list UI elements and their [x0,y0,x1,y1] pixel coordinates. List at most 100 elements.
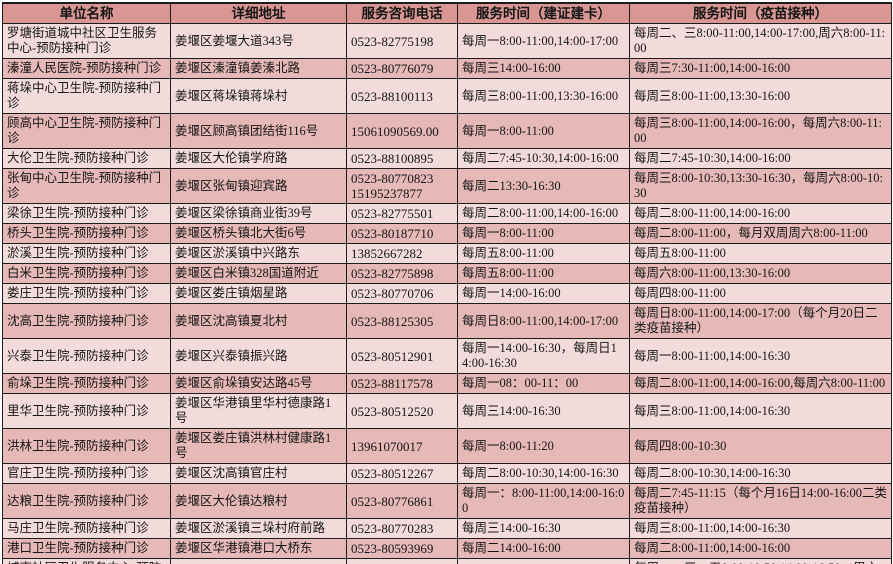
cell-address: 姜堰区华港镇港口大桥东 [170,538,347,559]
cell-phone: 0523-80512520 [346,393,458,429]
cell-time_vaccine: 每周一8:00-11:00,14:00-16:30 [629,338,892,374]
table-row: 桥头卫生院-预防接种门诊 姜堰区桥头镇北大街6号 0523-80187710 每周一8… [2,223,892,244]
cell-address: 姜堰区张甸镇迎宾路 [170,168,347,204]
table-row: 淤溪卫生院-预防接种门诊 姜堰区淤溪镇中兴路东 13852667282 每周五8:00… [2,243,892,264]
cell-phone: 0523-82775501 [346,203,458,224]
cell-address: 姜堰区长江东路60号 [170,558,347,564]
table-row: 溱潼人民医院-预防接种门诊 姜堰区溱潼镇姜溱北路 0523-80776079 每周三1… [2,58,892,79]
cell-time_vaccine: 每周二8:00-11:00,14:00-16:00 [629,203,892,224]
header-row: 单位名称 详细地址 服务咨询电话 服务时间（建证建卡） 服务时间（疫苗接种） [2,2,892,24]
cell-time_vaccine: 每周二8:00-11:00,14:00-16:00 [629,538,892,559]
cell-phone: 0523-80512267 [346,463,458,484]
cell-phone: 0523-88117578 [346,373,458,394]
table-header: 单位名称 详细地址 服务咨询电话 服务时间（建证建卡） 服务时间（疫苗接种） [2,2,892,24]
cell-name: 达粮卫生院-预防接种门诊 [2,483,171,519]
cell-name: 蒋垛中心卫生院-预防接种门诊 [2,78,171,114]
cell-phone: 0523-82775198 [346,23,458,59]
table-row: 张甸中心卫生院-预防接种门诊 姜堰区张甸镇迎宾路 0523-80770823 151… [2,168,892,204]
cell-time_card: 每周三14:00-16:00 [457,58,630,79]
cell-time_vaccine: 每周三8:00-11:00,14:00-16:30 [629,393,892,429]
cell-time_card: 每周一14:00-16:30，每周日14:00-16:30 [457,338,630,374]
cell-name: 大伦卫生院-预防接种门诊 [2,148,171,169]
cell-phone: 0523-80593969 [346,538,458,559]
cell-address: 姜堰区娄庄镇烟星路 [170,283,347,304]
table-row: 大伦卫生院-预防接种门诊 姜堰区大伦镇学府路 0523-88100895 每周二7:4… [2,148,892,169]
cell-time_vaccine: 每周一、三、五8:00-10:50,14:00-16:50，周六8:00-10:… [629,558,892,564]
cell-phone: 13961070017 [346,428,458,464]
cell-phone: 0523-88125305 [346,303,458,339]
table-row: 沈高卫生院-预防接种门诊 姜堰区沈高镇夏北村 0523-88125305 每周日8:0… [2,303,892,339]
cell-name: 兴泰卫生院-预防接种门诊 [2,338,171,374]
cell-time_card: 每周三14:00-16:30 [457,393,630,429]
cell-time_vaccine: 每周三8:00-11:00,13:30-16:00 [629,78,892,114]
table-row: 白米卫生院-预防接种门诊 姜堰区白米镇328国道附近 0523-82775898 每周… [2,263,892,284]
cell-address: 姜堰区梁徐镇商业街39号 [170,203,347,224]
cell-address: 姜堰区沈高镇夏北村 [170,303,347,339]
cell-time_vaccine: 每周二7:45-10:30,14:00-16:00 [629,148,892,169]
cell-name: 梁徐卫生院-预防接种门诊 [2,203,171,224]
cell-phone: 0523-80770706 [346,283,458,304]
cell-time_card: 每周一8:00-11:00,14:00-17:00 [457,23,630,59]
cell-time_card: 每周二13:30-16:30 [457,168,630,204]
cell-address: 姜堰区姜堰大道343号 [170,23,347,59]
table-row: 里华卫生院-预防接种门诊 姜堰区华港镇里华村德康路1号 0523-80512520 每… [2,393,892,429]
cell-name: 顾高中心卫生院-预防接种门诊 [2,113,171,149]
table-row: 娄庄卫生院-预防接种门诊 姜堰区娄庄镇烟星路 0523-80770706 每周一14:… [2,283,892,304]
cell-time_card: 每周二8:00-11:00,14:00-16:00 [457,203,630,224]
cell-name: 港口卫生院-预防接种门诊 [2,538,171,559]
cell-time_vaccine: 每周二8:00-11:00,14:00-16:00,每周六8:00-11:00 [629,373,892,394]
cell-address: 姜堰区桥头镇北大街6号 [170,223,347,244]
cell-phone: 0523-80187710 [346,223,458,244]
cell-address: 姜堰区娄庄镇洪林村健康路1号 [170,428,347,464]
cell-phone: 0523-80512901 [346,338,458,374]
cell-phone: 0523-88112703 [346,558,458,564]
cell-time_card: 每周一08：00-11：00 [457,373,630,394]
cell-time_card: 每周二7:45-10:30,14:00-16:00 [457,148,630,169]
table-body: 罗塘街道城中社区卫生服务中心-预防接种门诊 姜堰区姜堰大道343号 0523-827… [2,23,892,564]
cell-address: 姜堰区大伦镇达粮村 [170,483,347,519]
cell-time_card: 每周一：8:00-11:00,14:00-16:00 [457,483,630,519]
table-row: 兴泰卫生院-预防接种门诊 姜堰区兴泰镇振兴路 0523-80512901 每周一14:… [2,338,892,374]
cell-time_card: 每周三14:00-16:30 [457,518,630,539]
cell-phone: 0523-80776861 [346,483,458,519]
cell-time_vaccine: 每周二7:45-11:15（每个月16日14:00-16:00二类疫苗接种） [629,483,892,519]
cell-address: 姜堰区沈高镇官庄村 [170,463,347,484]
cell-address: 姜堰区大伦镇学府路 [170,148,347,169]
cell-phone: 15061090569.00 [346,113,458,149]
cell-time_card: 每周三8:00-11:00,13:30-16:00 [457,78,630,114]
cell-name: 淤溪卫生院-预防接种门诊 [2,243,171,264]
table-row: 官庄卫生院-预防接种门诊 姜堰区沈高镇官庄村 0523-80512267 每周二8:0… [2,463,892,484]
cell-phone: 13852667282 [346,243,458,264]
cell-address: 姜堰区蒋垛镇蒋垛村 [170,78,347,114]
cell-address: 姜堰区溱潼镇姜溱北路 [170,58,347,79]
cell-time_vaccine: 每周三8:00-10:30,13:30-16:30，每周六8:00-10:30 [629,168,892,204]
table-row: 蒋垛中心卫生院-预防接种门诊 姜堰区蒋垛镇蒋垛村 0523-88100113 每周三8… [2,78,892,114]
table-row: 俞垛卫生院-预防接种门诊 姜堰区俞垛镇安达路45号 0523-88117578 每周一… [2,373,892,394]
table-row: 梁徐卫生院-预防接种门诊 姜堰区梁徐镇商业街39号 0523-82775501 每周二… [2,203,892,224]
cell-time_vaccine: 每周六8:00-11:00,13:30-16:00 [629,263,892,284]
cell-time_card: 每周一8:00-11:00 [457,113,630,149]
cell-phone: 0523-80770283 [346,518,458,539]
cell-time_card: 每周二14:00-16:00 [457,538,630,559]
column-header-name: 单位名称 [2,2,171,24]
cell-name: 白米卫生院-预防接种门诊 [2,263,171,284]
cell-name: 张甸中心卫生院-预防接种门诊 [2,168,171,204]
cell-time_card: 每周一8:00-11:00 [457,223,630,244]
cell-name: 城南社区卫生服务中心-预防接种门诊 [2,558,171,564]
cell-time_card: 每周一8:00-11:20 [457,428,630,464]
table-row: 港口卫生院-预防接种门诊 姜堰区华港镇港口大桥东 0523-80593969 每周二1… [2,538,892,559]
cell-name: 罗塘街道城中社区卫生服务中心-预防接种门诊 [2,23,171,59]
cell-phone: 0523-88100895 [346,148,458,169]
cell-phone: 0523-88100113 [346,78,458,114]
table-row: 达粮卫生院-预防接种门诊 姜堰区大伦镇达粮村 0523-80776861 每周一：8:… [2,483,892,519]
cell-name: 溱潼人民医院-预防接种门诊 [2,58,171,79]
cell-time_card: 每周二8:00-10:50,14:00-16:50 [457,558,630,564]
column-header-address: 详细地址 [170,2,347,24]
cell-address: 姜堰区顾高镇团结街116号 [170,113,347,149]
cell-address: 姜堰区兴泰镇振兴路 [170,338,347,374]
column-header-time_vaccine: 服务时间（疫苗接种） [629,2,892,24]
cell-name: 娄庄卫生院-预防接种门诊 [2,283,171,304]
cell-time_vaccine: 每周五8:00-11:00 [629,243,892,264]
table-row: 顾高中心卫生院-预防接种门诊 姜堰区顾高镇团结街116号 15061090569.0… [2,113,892,149]
table-row: 罗塘街道城中社区卫生服务中心-预防接种门诊 姜堰区姜堰大道343号 0523-827… [2,23,892,59]
